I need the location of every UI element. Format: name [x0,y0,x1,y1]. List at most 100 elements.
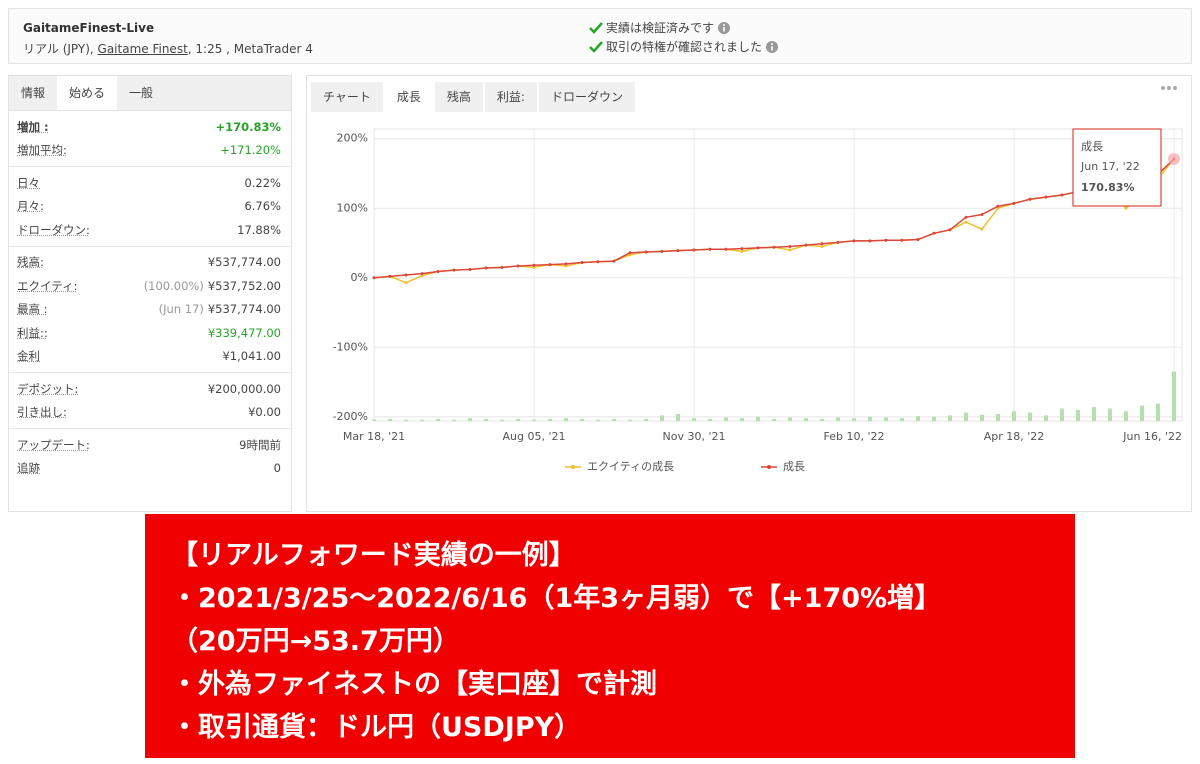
line [373,158,1175,284]
point [388,274,392,278]
point [932,231,936,235]
tooltip [1072,128,1162,207]
stat-label: エクイティ: [17,278,78,293]
legend-marker [767,465,771,469]
bar [868,416,872,421]
stats-group: 残高: ¥537,774.00 エクイティ: (100.00%) ¥537,752.00… [9,247,291,373]
tab[interactable]: 利益: [484,82,537,112]
stat-label: デポジット: [17,381,79,396]
stat-row: 増加平均: +171.20% [17,139,281,163]
bar [1044,415,1048,421]
bar [516,418,520,421]
tooltip-date: Jun 17, '22 [1080,160,1140,173]
point [804,243,808,247]
point [452,268,456,272]
banner-line: 【リアルフォワード実績の一例】 [171,540,576,571]
stat-value-wrap: (Jun 17) ¥537,774.00 [159,302,281,316]
bar [788,417,792,421]
menu-button[interactable] [1161,86,1177,90]
bar [564,418,568,421]
point [532,263,536,267]
info-icon[interactable] [717,21,731,35]
bar [708,418,712,421]
point [740,247,744,251]
stat-label: ドローダウン: [17,222,90,237]
tab[interactable]: ドローダウン [538,82,635,112]
bar [836,417,840,421]
bar [1076,409,1080,421]
y-tick-label: 0% [351,271,368,284]
bar [452,419,456,421]
stat-value: +171.20% [220,143,281,158]
bar [740,418,744,421]
stat-label: アップデート: [17,437,90,452]
bar [372,419,376,421]
stat-row: 残高: ¥537,774.00 [17,251,281,275]
chart-panel: チャート 成長 残高 利益: ドローダウン 200% 100% 0% -100% -200% Ma… [306,75,1192,512]
stat-value: 6.76% [244,199,281,214]
bar [1060,408,1064,421]
bar [820,418,824,421]
point [436,270,440,274]
point [996,204,1000,208]
bar [1108,408,1112,421]
badge-text: 取引の特権が確認されました [606,40,763,54]
plot-area [373,128,1183,422]
stat-row: ドローダウン: 17.88% [17,218,281,242]
account-info: リアル (JPY), Gaitame Finest, 1:25 , MetaTr… [23,40,313,57]
point [516,264,520,268]
point [372,276,376,280]
bar [772,418,776,421]
tab[interactable]: チャート [311,82,383,112]
stat-value-wrap: ¥1,041.00 [222,349,281,363]
point [676,249,680,253]
bar [404,419,408,421]
point [964,220,968,224]
point [692,248,696,252]
badge-text: 実績は検証済みです [606,21,715,35]
point [420,272,424,276]
point [596,260,600,264]
bar [1172,371,1176,421]
info-icon[interactable] [765,40,779,54]
tab[interactable]: 一般 [129,86,154,100]
chart: 200% 100% 0% -100% -200% Mar 18, '21 Aug 05, '… [333,128,1183,473]
broker-link[interactable]: Gaitame Finest [97,42,188,56]
stat-value: 0 [273,461,281,476]
point [948,228,952,232]
stat-value-wrap: ¥0.00 [248,405,281,419]
point [1060,193,1064,197]
banner-line: （20万円→53.7万円） [171,626,460,657]
stat-value-wrap: 0.22% [244,176,281,190]
bar [932,416,936,421]
point [788,244,792,248]
point [420,274,424,278]
y-tick-label: 100% [337,201,368,214]
stat-value-wrap: ¥200,000.00 [208,382,281,396]
tab[interactable]: 情報 [21,86,46,100]
tab[interactable]: 残高 [434,82,483,112]
bar [724,417,728,421]
hover-halo [1168,153,1180,166]
bar [676,414,680,421]
point [548,263,552,267]
point [740,249,744,253]
point [612,259,616,263]
tab[interactable]: 始める [57,76,118,110]
bar [468,418,472,421]
stat-row: 増加 : +170.83% [17,115,281,139]
stat-value: ¥339,477.00 [207,325,281,340]
banner-line: ・外為ファイネストの【実口座】で計測 [171,669,657,700]
bar [660,415,664,421]
y-tick-label: 200% [337,132,368,145]
stat-value: ¥200,000.00 [207,381,281,396]
point [404,281,408,285]
bar [756,416,760,421]
point [724,247,728,251]
banner-line: ・2021/3/25〜2022/6/16（1年3ヶ月弱）で【+170%増】 [171,583,942,614]
x-tick-label: Aug 05, '21 [503,430,566,443]
tab[interactable]: 成長 [384,82,433,112]
stat-value: ¥537,752.00 [207,278,281,293]
stat-row: 金利 ¥1,041.00 [17,345,281,369]
point [900,238,904,242]
